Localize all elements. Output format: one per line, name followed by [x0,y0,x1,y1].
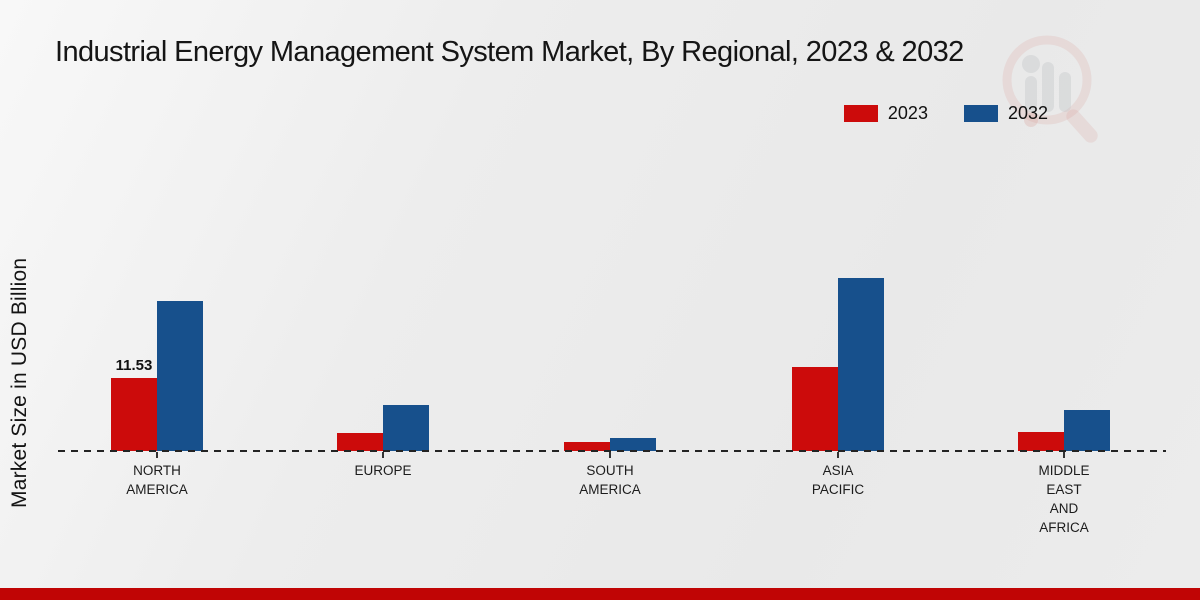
bar-2032-asia-pacific [838,278,884,451]
footer-accent-bar [0,588,1200,600]
axis-tick [1063,452,1065,458]
bar-2023-middle-east-and-africa [1018,432,1064,451]
legend-label: 2023 [887,103,928,123]
axis-tick [156,452,158,458]
category-label-north-america: NORTH AMERICA [126,463,188,497]
category-label-asia-pacific: ASIA PACIFIC [811,463,865,497]
bar-2023-south-america [564,442,610,451]
axis-tick [609,452,611,458]
legend-swatch-2023 [843,105,878,122]
bar-2032-south-america [610,438,656,451]
magnifier-bar-chart-logo-icon [1002,35,1098,143]
legend-swatch-2032 [963,105,998,122]
legend-item-2032: 2032 [963,103,1048,124]
bar-2032-europe [383,405,429,451]
category-label-south-america: SOUTH AMERICA [579,463,641,497]
bar-2032-north-america [157,301,203,451]
category-label-middle-east-and-africa: MIDDLE EAST AND AFRICA [1038,463,1090,535]
bar-value-label: 11.53 [115,357,153,374]
legend-label: 2032 [1007,103,1048,123]
bar-2023-north-america [111,378,157,451]
bar-2023-europe [337,433,383,451]
category-label-europe: EUROPE [354,463,412,478]
x-axis-dashed-line [58,450,1166,452]
bar-2032-middle-east-and-africa [1064,410,1110,451]
bar-2023-asia-pacific [792,367,838,451]
axis-tick [837,452,839,458]
axis-tick [382,452,384,458]
chart-legend: 2023 2032 [843,103,1048,124]
legend-item-2023: 2023 [843,103,928,124]
chart-title: Industrial Energy Management System Mark… [55,36,964,68]
